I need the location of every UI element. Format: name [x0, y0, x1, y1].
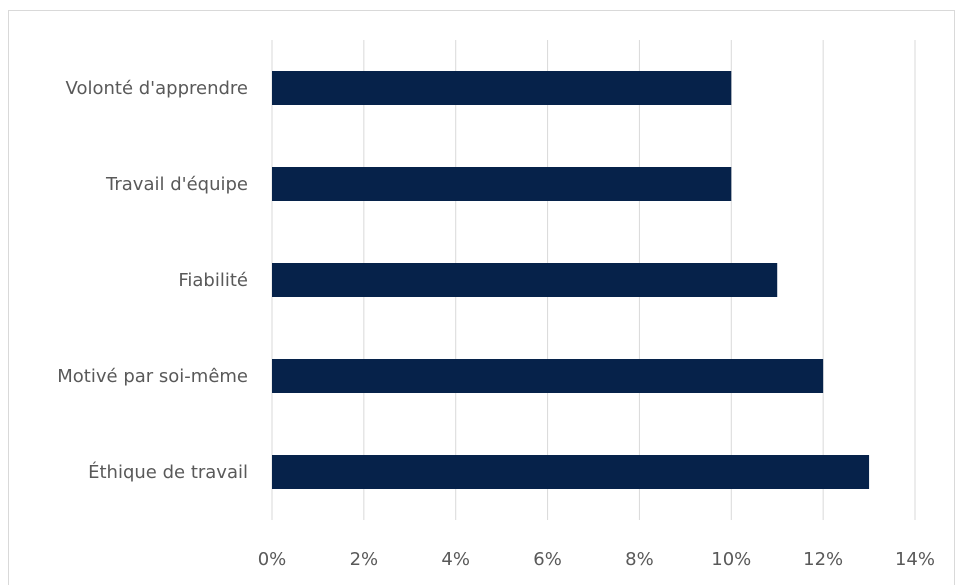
category-label: Volonté d'apprendre: [66, 78, 248, 99]
bar: [272, 359, 824, 393]
x-tick-labels: 0% 2% 4% 6% 8% 10% 12% 14%: [258, 549, 935, 570]
bar: [272, 167, 732, 201]
bar: [272, 71, 732, 105]
chart-frame: [8, 10, 955, 585]
category-labels: Volonté d'apprendre Travail d'équipe Fiabi…: [57, 78, 248, 483]
category-label: Travail d'équipe: [105, 174, 248, 195]
bar: [272, 455, 870, 489]
x-tick-label: 10%: [711, 549, 751, 570]
category-label: Motivé par soi-même: [57, 366, 248, 387]
x-tick-label: 12%: [803, 549, 843, 570]
x-tick-label: 4%: [441, 549, 470, 570]
x-tick-label: 8%: [625, 549, 654, 570]
x-tick-label: 6%: [533, 549, 562, 570]
x-tick-label: 14%: [895, 549, 935, 570]
category-label: Éthique de travail: [88, 461, 248, 483]
category-label: Fiabilité: [178, 270, 248, 291]
bar: [272, 263, 778, 297]
bars: [272, 71, 870, 489]
x-tick-label: 0%: [258, 549, 287, 570]
x-tick-label: 2%: [350, 549, 379, 570]
